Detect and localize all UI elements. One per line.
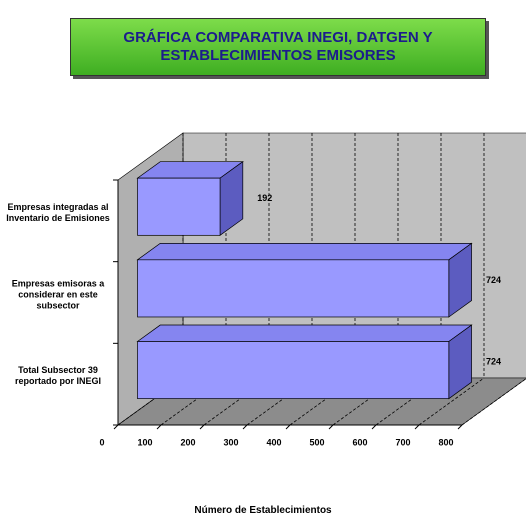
x-tick <box>371 424 377 430</box>
x-tick-label: 700 <box>395 437 410 447</box>
bar <box>137 341 450 400</box>
x-tick-label: 800 <box>438 437 453 447</box>
x-tick-label: 500 <box>309 437 324 447</box>
chart-title: GRÁFICA COMPARATIVA INEGI, DATGEN Y ESTA… <box>70 18 486 76</box>
x-tick-label: 0 <box>99 437 104 447</box>
bar-top <box>136 243 473 261</box>
bar <box>137 259 450 318</box>
grid-line <box>461 378 526 426</box>
y-tick-label: Empresas emisoras a considerar en este s… <box>11 278 105 310</box>
x-tick-label: 600 <box>352 437 367 447</box>
x-tick <box>457 424 463 430</box>
x-tick <box>199 424 205 430</box>
x-tick <box>242 424 248 430</box>
x-tick-label: 100 <box>137 437 152 447</box>
grid-line <box>418 377 485 426</box>
x-tick <box>113 424 119 430</box>
x-tick-label: 200 <box>180 437 195 447</box>
x-tick <box>285 424 291 430</box>
bar-top <box>136 324 473 342</box>
x-axis-label: Número de Establecimientos <box>194 505 332 516</box>
y-tick-label: Total Subsector 39 reportado por INEGI <box>14 365 101 387</box>
x-tick-label: 400 <box>266 437 281 447</box>
value-label: 724 <box>486 356 501 366</box>
x-tick <box>328 424 334 430</box>
x-tick <box>156 424 162 430</box>
value-label: 724 <box>486 275 501 285</box>
bar <box>137 177 221 236</box>
x-tick-label: 300 <box>223 437 238 447</box>
x-tick <box>414 424 420 430</box>
value-label: 192 <box>257 193 272 203</box>
y-tick-label: Empresas integradas al Inventario de Emi… <box>6 201 110 223</box>
